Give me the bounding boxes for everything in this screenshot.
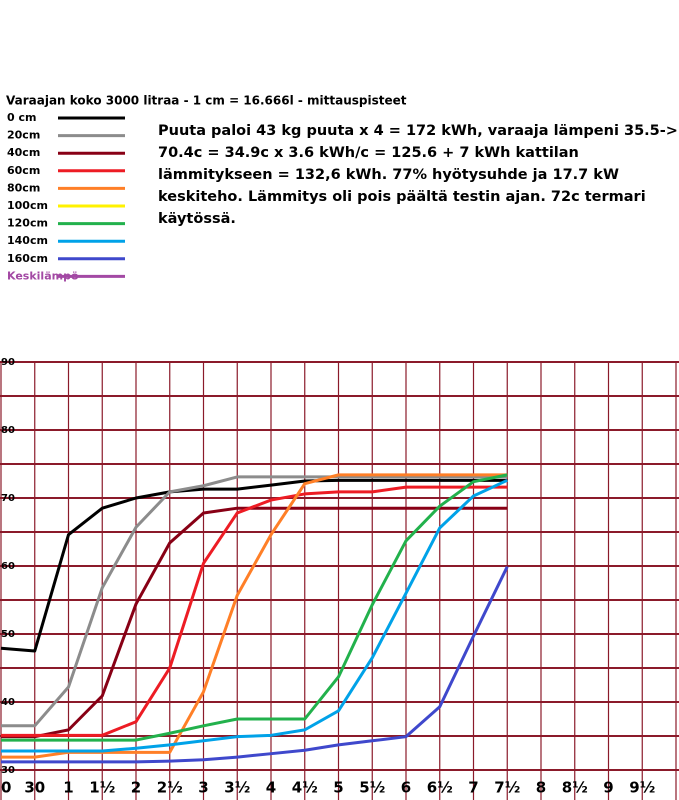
annotation: keskiteho. Lämmitys oli pois päältä test… [158,189,646,205]
x-tick-label: 5 [333,779,343,797]
legend-label: 80cm [7,181,40,194]
x-tick-label: 6½ [427,779,453,797]
legend-label: 40cm [7,146,40,159]
y-tick-label: 70 [1,493,15,504]
x-tick-label: 8 [536,779,546,797]
legend-label: 60cm [7,164,40,177]
annotation: 70.4c = 34.9c x 3.6 kWh/c = 125.6 + 7 kW… [158,145,579,161]
x-tick-label: 0 [1,779,11,797]
series-line [1,485,508,737]
x-tick-label: 30 [24,779,45,797]
series-line [1,566,509,764]
legend-label: Keskilämpö [7,269,79,282]
legend-label: 20cm [7,129,40,142]
x-tick-label: 5½ [359,779,385,797]
legend-label: 140cm [7,234,48,247]
series-line [1,478,508,753]
x-tick-label: 4½ [292,779,318,797]
x-tick-label: 2 [131,779,141,797]
x-tick-label: 7½ [494,779,520,797]
x-tick-label: 2½ [157,779,183,797]
y-tick-label: 30 [1,765,15,776]
y-tick-label: 60 [1,561,15,572]
annotation: Puuta paloi 43 kg puuta x 4 = 172 kWh, v… [158,123,678,139]
legend-label: 120cm [7,217,48,230]
legend-label: 100cm [7,199,48,212]
y-tick-label: 80 [1,425,15,436]
x-tick-label: 4 [266,779,276,797]
y-tick-label: 40 [1,697,15,708]
x-tick-label: 3½ [224,779,250,797]
series-line [1,473,508,742]
x-tick-label: 1 [63,779,73,797]
legend-label: 0 cm [7,111,36,124]
x-tick-label: 8½ [562,779,588,797]
series-line [1,475,508,728]
legend-label: 160cm [7,252,48,265]
annotation: käytössä. [158,211,236,227]
chart-title: Varaajan koko 3000 litraa - 1 cm = 16.66… [6,94,407,108]
x-tick-label: 9 [603,779,613,797]
x-tick-label: 6 [401,779,411,797]
annotation: lämmitykseen = 132,6 kWh. 77% hyötysuhde… [158,167,619,183]
y-tick-label: 50 [1,629,15,640]
y-tick-label: 90 [1,357,15,368]
series-line [0,478,508,653]
x-tick-label: 9½ [629,779,655,797]
series-line [1,506,508,739]
x-tick-label: 1½ [89,779,115,797]
x-tick-label: 7 [468,779,478,797]
x-tick-label: 3 [198,779,208,797]
